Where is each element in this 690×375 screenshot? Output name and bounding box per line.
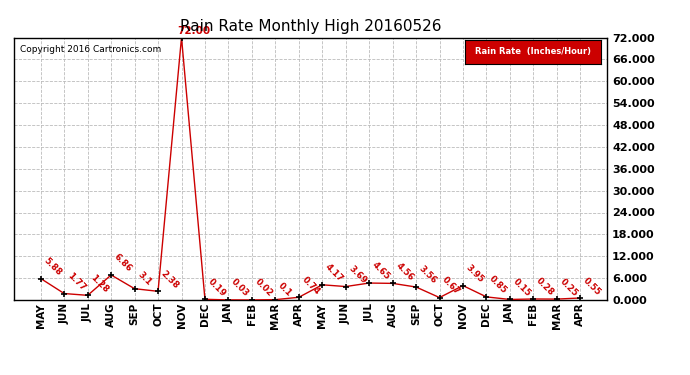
Text: 0.25: 0.25: [558, 277, 579, 298]
Text: 3.56: 3.56: [417, 264, 439, 286]
Text: 3.95: 3.95: [464, 263, 486, 285]
Text: 0.1: 0.1: [277, 281, 294, 298]
Text: 4.17: 4.17: [324, 262, 345, 284]
Text: Copyright 2016 Cartronics.com: Copyright 2016 Cartronics.com: [20, 45, 161, 54]
Text: 0.19: 0.19: [206, 277, 228, 298]
Text: 4.65: 4.65: [371, 261, 392, 282]
Text: 3.1: 3.1: [136, 270, 153, 288]
Text: 3.69: 3.69: [347, 264, 368, 285]
Text: 0.15: 0.15: [511, 277, 533, 298]
Text: 1.28: 1.28: [89, 273, 110, 294]
Text: 6.86: 6.86: [112, 252, 134, 274]
Text: 0.67: 0.67: [441, 275, 462, 297]
Text: 0.55: 0.55: [582, 276, 602, 297]
Text: 0.03: 0.03: [230, 278, 251, 299]
Text: 1.77: 1.77: [66, 271, 87, 292]
Title: Rain Rate Monthly High 20160526: Rain Rate Monthly High 20160526: [180, 18, 441, 33]
Text: 0.85: 0.85: [488, 274, 509, 296]
Text: 0.02: 0.02: [253, 278, 275, 299]
Text: 72.00: 72.00: [177, 26, 210, 36]
Text: 5.88: 5.88: [42, 256, 63, 278]
Text: 0.74: 0.74: [300, 274, 322, 296]
Text: 0.28: 0.28: [535, 276, 556, 298]
Text: 4.56: 4.56: [394, 261, 415, 282]
Text: 2.38: 2.38: [159, 269, 181, 290]
